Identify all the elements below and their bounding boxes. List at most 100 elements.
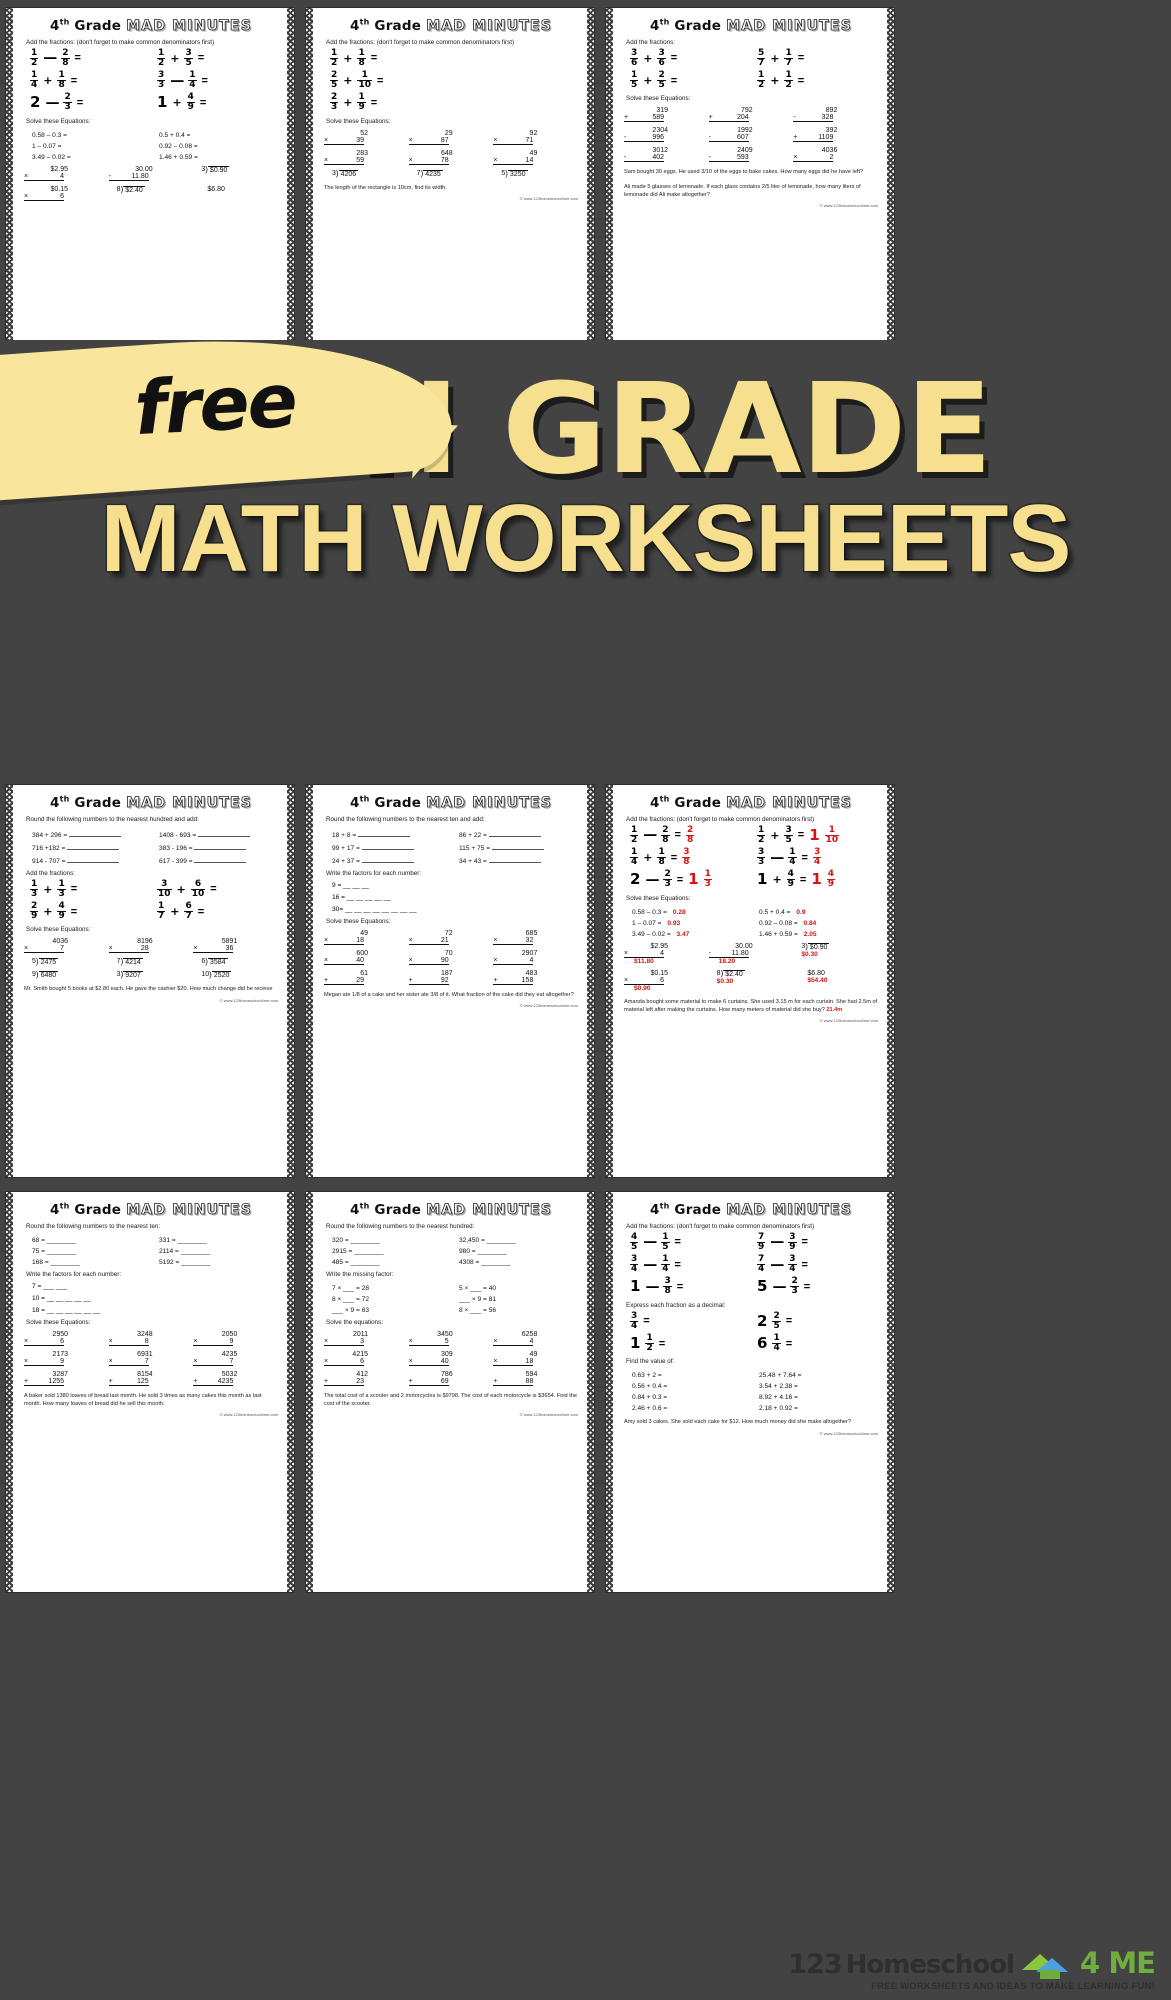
vertical-operand-bottom: × 4 xyxy=(24,172,64,181)
equals-sign: = xyxy=(70,905,78,918)
answer-blank[interactable] xyxy=(67,843,120,850)
worksheet-card[interactable]: 4th Grade MAD MINUTES Round the following … xyxy=(6,1192,294,1592)
vertical-top: 5891 xyxy=(193,938,278,945)
vertical-top: 786 xyxy=(409,1371,494,1378)
numerator: 1 xyxy=(785,47,792,58)
vertical-arithmetic-cell: 7) 4214 xyxy=(109,958,194,966)
round-row: 914 - 707 = 617 - 399 = xyxy=(24,852,278,865)
numerator: 1 xyxy=(662,1231,669,1242)
dividend: $0.90 xyxy=(807,942,830,951)
worksheet-title: 4th Grade MAD MINUTES xyxy=(24,794,278,811)
worksheet-card[interactable]: 4th Grade MAD MINUTES Add the fractions: (… xyxy=(306,8,594,390)
worksheet-body-8: 4th Grade MAD MINUTES Round the following … xyxy=(318,1201,584,1417)
vertical-bottom: +125 xyxy=(108,1378,194,1386)
fraction-row: 4 5—1 5 = 7 9—3 9 = xyxy=(624,1231,878,1252)
worksheet-card[interactable]: 4th Grade MAD MINUTES Add the fractions: 3 6… xyxy=(606,8,894,390)
worksheet-card[interactable]: 4th Grade MAD MINUTES Round the following … xyxy=(6,785,294,1177)
answer-blank[interactable] xyxy=(491,843,544,850)
vertical-operand-top: 3287 xyxy=(52,1370,68,1378)
numerator: 4 xyxy=(631,1231,638,1242)
equation-text: 1.46 + 0.59 = 2.05 xyxy=(759,930,817,938)
round-text: 68 = ________ xyxy=(32,1236,77,1244)
worksheet-card[interactable]: 4th Grade MAD MINUTES Round the following … xyxy=(306,1192,594,1592)
numerator: 1 xyxy=(189,69,196,80)
answer-blank[interactable] xyxy=(194,856,247,863)
answer-blank[interactable] xyxy=(69,830,122,837)
vertical-bottom: × 18 xyxy=(493,1358,578,1366)
answer-whole: 1 xyxy=(688,870,699,889)
vertical-arithmetic-row: $2.95 × 4 $11.80 30.00-11.80 18.20 3) $0.90 $0.3… xyxy=(624,942,878,965)
answer-blank[interactable] xyxy=(361,856,414,863)
denominator: 3 xyxy=(57,888,66,899)
brand-logo[interactable]: 123 Homeschool 4 ME FREE WORKSHEETS AND … xyxy=(788,1946,1156,1992)
whole-number: 1 xyxy=(630,1334,641,1353)
word-problem-answer: 21.4m xyxy=(826,1006,843,1013)
equation-row: 0.56 + 0.4 = 3.54 + 2.38 = xyxy=(624,1379,878,1390)
vertical-operand-top: $2.95 xyxy=(50,165,68,173)
vertical-arithmetic-cell: $6.80 xyxy=(193,186,278,201)
vertical-operand-bottom: × 9 xyxy=(24,1357,64,1366)
vertical-top: 309 xyxy=(409,1351,494,1358)
fraction-row: 2 5 +1 10 = xyxy=(324,70,578,90)
round-cell: 115 + 75 = xyxy=(451,839,578,852)
worksheet-row-middle: 4th Grade MAD MINUTES Round the following … xyxy=(0,785,1171,1185)
answer-blank[interactable] xyxy=(488,830,541,837)
vertical-operand-bottom: +1255 xyxy=(24,1377,64,1386)
answer-blank[interactable] xyxy=(361,843,414,850)
answer-blank[interactable] xyxy=(194,843,247,850)
worksheet-card[interactable]: 4th Grade MAD MINUTES Add the fractions: (… xyxy=(606,785,894,1177)
operator: + xyxy=(343,74,353,88)
vertical-operand-top: 29 xyxy=(444,129,453,137)
vertical-bottom: × 40 xyxy=(324,957,409,965)
vertical-top: 594 xyxy=(493,1371,578,1378)
solve-label: Solve these Equations: xyxy=(26,926,91,934)
operator: — xyxy=(45,94,59,111)
grade-sup: th xyxy=(59,794,70,803)
round-text: 115 + 75 = xyxy=(459,843,578,852)
vertical-top: 29 xyxy=(409,130,494,137)
denominator: 4 xyxy=(812,857,822,868)
vertical-operand-top: 49 xyxy=(360,929,368,937)
vertical-arithmetic-cell: 72 × 21 xyxy=(408,930,494,945)
long-division: 3) 9207 xyxy=(109,971,143,979)
denominator: 2 xyxy=(30,57,39,68)
worksheet-card[interactable]: 4th Grade MAD MINUTES Round the following … xyxy=(306,785,594,1177)
division-bracket: ) xyxy=(35,970,39,980)
vertical-sign: × xyxy=(493,1337,498,1345)
equals-sign: = xyxy=(801,1236,808,1249)
vertical-bottom: -11.80 xyxy=(108,173,194,181)
vertical-sign: × xyxy=(24,1337,29,1345)
worksheet-body-6: 4th Grade MAD MINUTES Add the fractions: (… xyxy=(618,794,884,1023)
vertical-operand-bottom: +23 xyxy=(324,1377,364,1386)
answer-blank[interactable] xyxy=(488,856,541,863)
answer-blank[interactable] xyxy=(358,830,411,837)
poster-subtitle-text: MATH WORKSHEETS xyxy=(99,485,1073,592)
vertical-arithmetic-cell: 685 × 32 xyxy=(493,930,578,945)
round-text: 168 = ________ xyxy=(32,1258,80,1266)
grade-label: 4th Grade xyxy=(650,17,722,34)
vertical-operand-top: 309 xyxy=(440,1350,453,1358)
vertical-sign: × xyxy=(324,156,329,164)
numerator: 2 xyxy=(62,47,69,58)
worksheet-card[interactable]: 4th Grade MAD MINUTES Add the fractions: (… xyxy=(6,8,294,390)
numerator: 3 xyxy=(631,1310,638,1321)
worksheet-card[interactable]: 4th Grade MAD MINUTES Add the fractions: (… xyxy=(606,1192,894,1592)
vertical-operand-bottom: × 7 xyxy=(24,945,64,954)
answer-blank[interactable] xyxy=(67,856,120,863)
equals-sign: = xyxy=(797,52,805,65)
vertical-sign: × xyxy=(408,956,413,964)
dividend: 4206 xyxy=(338,169,359,178)
vertical-sign: × xyxy=(624,949,629,957)
answer-blank[interactable] xyxy=(198,830,251,837)
equation-text: 0.92 – 0.08 = 0.84 xyxy=(759,919,817,927)
answer-whole: 1 xyxy=(809,825,820,844)
vertical-bottom: × 90 xyxy=(408,956,494,965)
denominator: 9 xyxy=(826,879,836,890)
equation-text: 3.49 – 0.02 = xyxy=(32,153,71,161)
grade-label: 4th Grade xyxy=(650,1201,722,1218)
vertical-arithmetic-row: 319 +589 792 +204 892-328 xyxy=(624,107,878,123)
vertical-sign: × xyxy=(324,1357,329,1365)
